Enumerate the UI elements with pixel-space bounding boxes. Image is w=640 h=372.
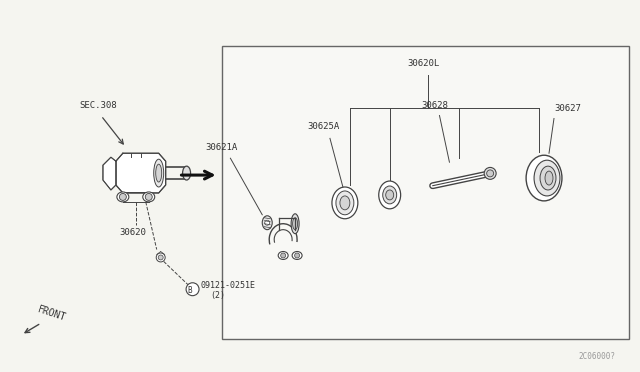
Ellipse shape [526, 155, 562, 201]
Circle shape [265, 220, 269, 225]
Ellipse shape [340, 196, 350, 210]
Text: 30628: 30628 [422, 100, 449, 110]
Circle shape [158, 255, 163, 260]
Ellipse shape [332, 187, 358, 219]
Text: (2): (2) [211, 291, 225, 300]
Circle shape [145, 193, 152, 201]
Ellipse shape [336, 191, 354, 215]
Text: 30621A: 30621A [205, 143, 237, 152]
Ellipse shape [386, 190, 394, 200]
Ellipse shape [292, 218, 298, 230]
Circle shape [120, 193, 126, 201]
Ellipse shape [182, 166, 191, 180]
Circle shape [294, 253, 300, 258]
Text: 30627: 30627 [554, 103, 581, 113]
Ellipse shape [540, 166, 556, 190]
Text: B: B [188, 286, 192, 295]
Ellipse shape [545, 171, 553, 185]
Circle shape [484, 167, 496, 179]
Text: 2C06000?: 2C06000? [579, 352, 616, 361]
Text: SEC.308: SEC.308 [79, 100, 116, 110]
Polygon shape [116, 153, 166, 193]
Ellipse shape [156, 164, 162, 182]
Text: 09121-0251E: 09121-0251E [200, 281, 255, 290]
Circle shape [156, 253, 165, 262]
Polygon shape [103, 157, 116, 190]
Ellipse shape [143, 192, 155, 202]
Ellipse shape [154, 159, 164, 187]
Text: 30625A: 30625A [307, 122, 339, 131]
Text: FRONT: FRONT [36, 304, 67, 323]
Ellipse shape [117, 192, 129, 202]
Ellipse shape [291, 214, 299, 234]
Ellipse shape [534, 160, 560, 196]
Circle shape [486, 170, 493, 177]
Ellipse shape [262, 216, 272, 230]
Circle shape [186, 283, 199, 296]
Ellipse shape [278, 251, 288, 259]
Text: 30620L: 30620L [408, 59, 440, 68]
Bar [223, 46, 628, 339]
Ellipse shape [383, 186, 397, 204]
Ellipse shape [379, 181, 401, 209]
Circle shape [281, 253, 285, 258]
Text: 30620: 30620 [119, 228, 146, 237]
Ellipse shape [292, 251, 302, 259]
